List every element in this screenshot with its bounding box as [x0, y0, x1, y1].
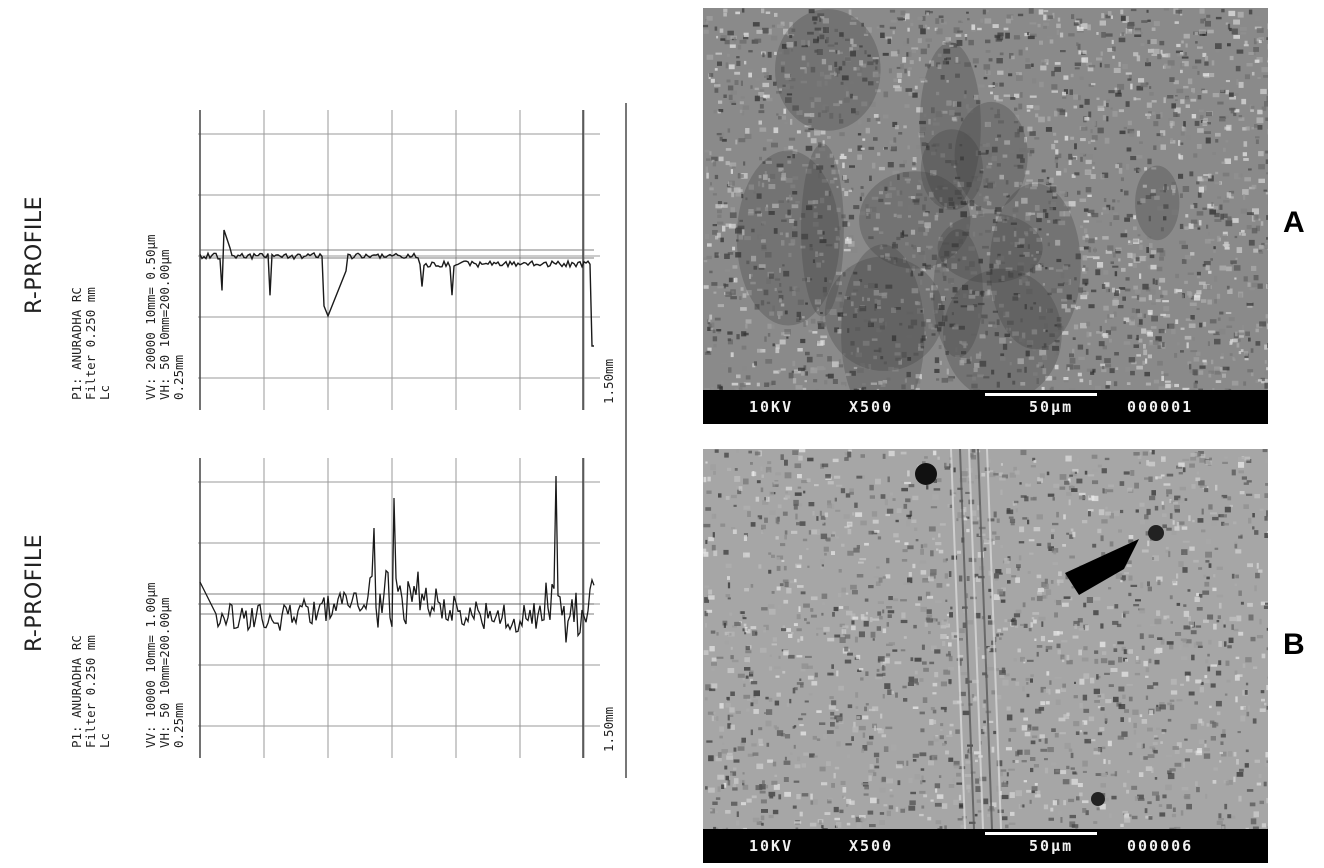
- profile-title: R-PROFILE: [22, 533, 47, 652]
- sem-micrograph-b: 10KV X500 50µm 000006: [703, 449, 1268, 863]
- panel-divider: [625, 103, 627, 778]
- profile-meta-operator: P1: ANURADHA RC: [69, 635, 84, 748]
- sem-magnification: X500: [849, 837, 894, 855]
- scale-bar: [985, 832, 1097, 835]
- sem-info-bar: 10KV X500 50µm 000001: [703, 390, 1268, 424]
- roughness-profile-b: R-PROFILE P1: ANURADHA RC Filter 0.250 m…: [0, 448, 640, 778]
- profile-meta-filter: Filter 0.250 mm: [83, 635, 98, 748]
- sem-image-id: 000006: [1127, 837, 1194, 855]
- sem-voltage: 10KV: [749, 398, 794, 416]
- sem-image-id: 000001: [1127, 398, 1194, 416]
- sem-surface-texture: [703, 8, 1268, 424]
- profile-meta-operator: P1: ANURADHA RC: [69, 287, 84, 400]
- profile-meta-horizontal-mag: VH: 50 10mm=200.00µm: [157, 249, 172, 400]
- profile-plot-b: [198, 458, 600, 758]
- profile-meta-filter: Filter 0.250 mm: [83, 287, 98, 400]
- profile-plot-a: [198, 110, 600, 410]
- profile-meta-vertical-mag: VV: 20000 10mm= 0.50µm: [143, 234, 158, 400]
- surface-pore: [1148, 525, 1164, 541]
- scale-bar: [985, 393, 1097, 396]
- profile-x-start: 0.25mm: [171, 354, 186, 400]
- sem-scale-label: 50µm: [1029, 837, 1074, 855]
- sem-surface-texture: [703, 449, 1268, 834]
- panel-label-b: B: [1283, 628, 1305, 661]
- profile-meta-horizontal-mag: VH: 50 10mm=200.00µm: [157, 597, 172, 748]
- surface-pore: [915, 463, 937, 485]
- sem-info-bar: 10KV X500 50µm 000006: [703, 829, 1268, 863]
- profile-trace-b: [198, 458, 600, 758]
- profile-x-end: 1.50mm: [601, 706, 616, 752]
- profile-line-a: [199, 229, 594, 347]
- profile-line-b: [199, 475, 595, 643]
- profile-x-end: 1.50mm: [601, 358, 616, 404]
- profile-grid: [198, 110, 600, 410]
- profile-meta-cutoff: Lc: [97, 732, 112, 748]
- roughness-profile-a: R-PROFILE P1: ANURADHA RC Filter 0.250 m…: [0, 100, 640, 430]
- profile-grid: [198, 458, 600, 758]
- sem-scale-label: 50µm: [1029, 398, 1074, 416]
- profile-title: R-PROFILE: [22, 195, 47, 314]
- profile-x-start: 0.25mm: [171, 702, 186, 748]
- profile-meta-vertical-mag: VV: 10000 10mm= 1.00µm: [143, 582, 158, 748]
- profile-meta-cutoff: Lc: [97, 384, 112, 400]
- panel-label-a: A: [1283, 206, 1305, 239]
- profile-trace-a: [198, 110, 600, 410]
- sem-magnification: X500: [849, 398, 894, 416]
- sem-micrograph-a: 10KV X500 50µm 000001: [703, 8, 1268, 424]
- surface-pore: [1091, 792, 1105, 806]
- sem-voltage: 10KV: [749, 837, 794, 855]
- pore-arrow-icon: [1065, 539, 1139, 595]
